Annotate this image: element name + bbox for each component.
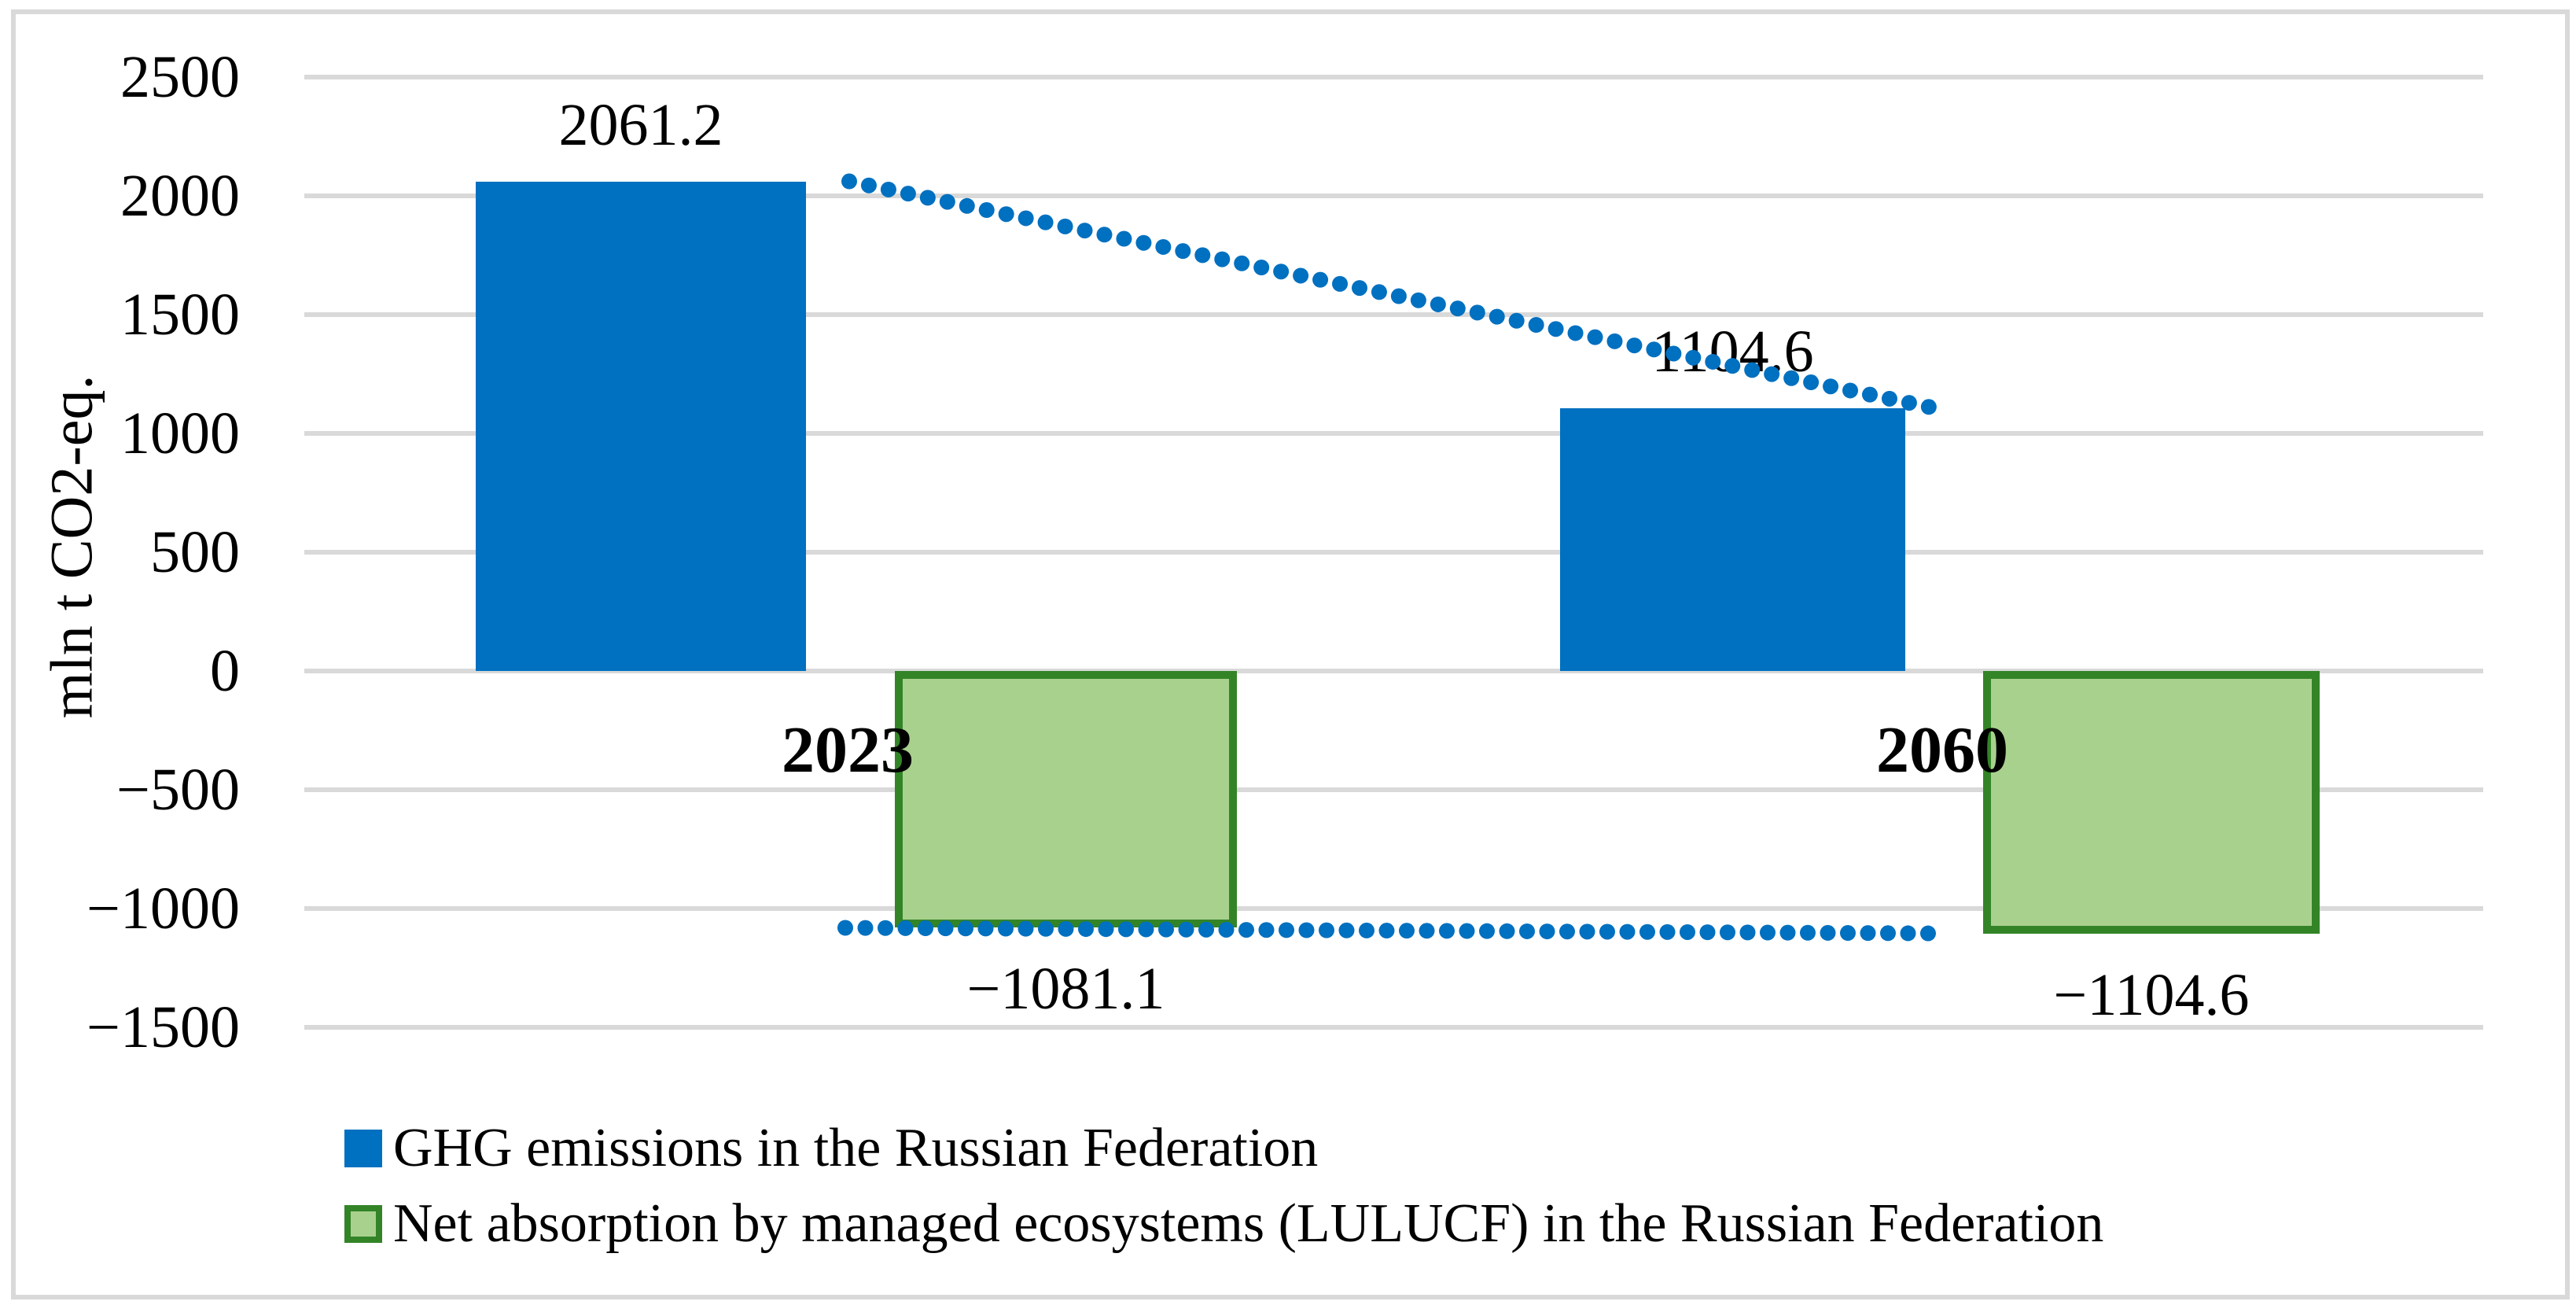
gridline-2500	[304, 75, 2483, 79]
ghg-emissions-bar-2060	[1560, 408, 1905, 671]
ghg-emissions-value-label-2023: 2061.2	[558, 91, 723, 158]
net-absorption-value-label-2060: −1104.6	[2053, 961, 2250, 1028]
ghg-emissions-value-label-2060: 1104.6	[1651, 319, 1814, 385]
y-axis-title: mln t CO2-eq.	[39, 374, 105, 719]
gridline-500	[304, 550, 2483, 555]
y-tick--1500: −1500	[86, 994, 240, 1060]
gridline-1000	[304, 431, 2483, 436]
legend-item-net-absorption: Net absorption by managed ecosystems (LU…	[344, 1191, 2103, 1257]
gridline--1500	[304, 1025, 2483, 1030]
gridline-0	[304, 669, 2483, 673]
y-tick-1500: 1500	[120, 282, 240, 348]
y-tick-2500: 2500	[120, 44, 240, 110]
legend-swatch-net-absorption-icon	[344, 1205, 382, 1243]
legend-label-net-absorption: Net absorption by managed ecosystems (LU…	[393, 1193, 2104, 1254]
net-absorption-bar-2023	[895, 671, 1237, 928]
legend-item-ghg-emissions: GHG emissions in the Russian Federation	[344, 1115, 1318, 1182]
legend-label-ghg-emissions: GHG emissions in the Russian Federation	[393, 1118, 1319, 1178]
y-tick-1000: 1000	[120, 400, 240, 466]
y-tick--500: −500	[116, 757, 240, 823]
y-tick--1000: −1000	[86, 876, 240, 942]
ghg-emissions-bar-2023	[476, 181, 806, 671]
figure-border	[11, 9, 2570, 1299]
gridline--1000	[304, 906, 2483, 911]
y-tick-0: 0	[210, 638, 240, 704]
y-tick-500: 500	[150, 519, 240, 585]
net-absorption-bar-2060	[1983, 671, 2320, 934]
category-label-2060: 2060	[1876, 713, 2008, 787]
gridline--500	[304, 787, 2483, 792]
net-absorption-value-label-2023: −1081.1	[966, 956, 1165, 1023]
category-label-2023: 2023	[782, 713, 914, 787]
legend-swatch-ghg-emissions-icon	[344, 1130, 382, 1167]
y-tick-2000: 2000	[120, 163, 240, 229]
